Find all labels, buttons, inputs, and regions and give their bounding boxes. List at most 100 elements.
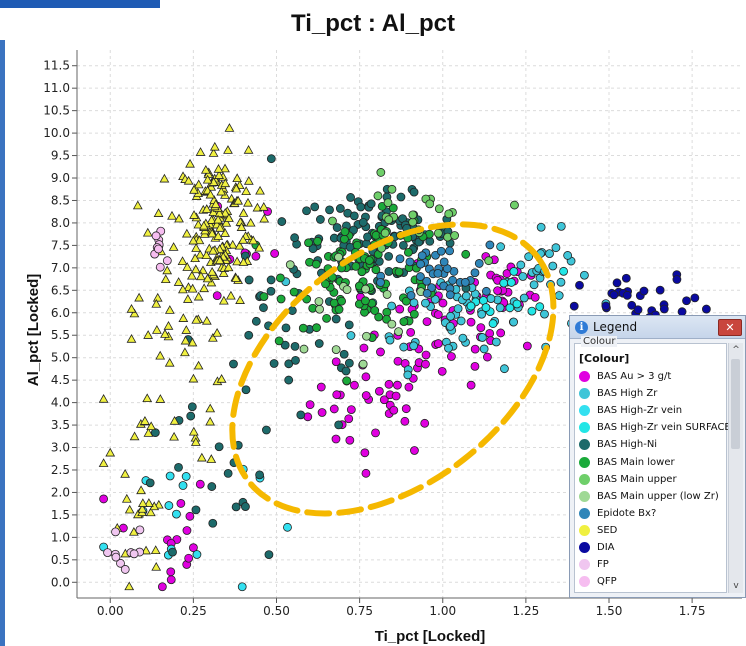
legend-item[interactable]: BAS Main lower: [579, 453, 724, 470]
data-point: [401, 296, 411, 306]
data-point: [191, 505, 201, 515]
data-point: [406, 328, 416, 337]
data-point: [189, 543, 198, 553]
data-point: [220, 207, 231, 217]
legend-swatch: [579, 559, 590, 571]
data-point: [183, 175, 194, 185]
legend-item[interactable]: SED: [579, 522, 724, 539]
data-point: [325, 205, 334, 215]
data-point: [185, 511, 195, 521]
data-point: [223, 469, 233, 478]
legend-item[interactable]: BAS Main upper: [579, 471, 724, 488]
data-point: [400, 416, 410, 426]
data-point: [350, 380, 359, 390]
data-point: [352, 240, 362, 250]
y-tick-label: 11.0: [43, 81, 70, 95]
data-point: [184, 553, 194, 563]
data-point: [409, 309, 419, 319]
data-point: [344, 320, 354, 330]
data-point: [202, 174, 213, 184]
x-tick-label: 1.75: [679, 604, 706, 618]
data-point: [437, 366, 447, 376]
legend-item[interactable]: Epidote Bx?: [579, 505, 724, 522]
data-point: [358, 217, 368, 227]
data-point: [446, 311, 455, 321]
scroll-up-icon[interactable]: ^: [732, 345, 740, 355]
scroll-thumb[interactable]: [731, 359, 740, 449]
data-point: [201, 250, 212, 259]
data-point: [285, 260, 295, 270]
data-point: [445, 246, 455, 256]
legend-swatch: [579, 576, 590, 588]
data-point: [439, 257, 449, 267]
legend-item[interactable]: BAS High-Zr vein: [579, 402, 724, 419]
legend-item[interactable]: QFP: [579, 573, 724, 590]
data-point: [366, 199, 376, 209]
y-tick-label: 3.5: [51, 418, 70, 432]
legend-item[interactable]: BAS Main upper (low Zr): [579, 488, 724, 505]
data-point: [509, 267, 519, 276]
x-tick-label: 1.00: [429, 604, 456, 618]
data-point: [505, 303, 515, 313]
data-point: [241, 385, 251, 395]
data-point: [180, 335, 191, 345]
data-point: [178, 313, 189, 322]
data-point: [180, 347, 190, 357]
data-point: [342, 285, 352, 294]
axes: 0.00 0.25 0.50 0.75 1.00 1.25 1.50 1.75 0.0 0.5 1.…: [43, 50, 742, 618]
data-point: [224, 213, 234, 222]
data-point: [144, 498, 154, 507]
legend-item[interactable]: BAS High-Zr vein SURFACE: [579, 419, 731, 436]
legend-item[interactable]: DIA: [579, 539, 724, 556]
info-icon: i: [575, 320, 588, 334]
data-point: [445, 322, 455, 331]
data-point: [121, 493, 132, 503]
legend-item-label: BAS Main upper: [597, 473, 677, 485]
data-point: [304, 238, 313, 248]
data-point: [153, 208, 164, 217]
legend-item[interactable]: BAS Au > 3 g/t: [579, 368, 724, 385]
data-point: [205, 416, 216, 426]
data-point: [341, 366, 351, 376]
data-point: [208, 518, 218, 528]
data-point: [399, 342, 409, 352]
data-point: [151, 561, 162, 571]
data-point: [485, 240, 495, 250]
legend-scrollbar[interactable]: ^ v: [728, 343, 743, 593]
data-point: [422, 276, 432, 286]
y-tick-label: 4.0: [51, 396, 70, 410]
data-point: [289, 287, 299, 297]
data-point: [332, 390, 342, 400]
legend-swatch: [579, 422, 590, 434]
data-point: [308, 244, 318, 254]
data-point: [516, 260, 526, 270]
header-edge: [0, 0, 160, 8]
data-point: [182, 526, 192, 535]
data-point: [232, 256, 243, 266]
data-point: [181, 228, 192, 238]
scroll-down-icon[interactable]: v: [733, 581, 739, 591]
data-point: [314, 339, 324, 348]
data-point: [559, 266, 568, 276]
close-icon[interactable]: ✕: [718, 319, 742, 336]
data-point: [193, 360, 204, 370]
data-point: [188, 426, 199, 436]
legend-item[interactable]: BAS High-Ni: [579, 436, 724, 453]
data-point: [165, 471, 175, 481]
legend-swatch: [579, 388, 590, 400]
legend-item[interactable]: FP: [579, 556, 724, 573]
data-point: [358, 359, 368, 369]
x-tick-label: 1.25: [513, 604, 540, 618]
data-point: [145, 478, 155, 488]
data-point: [214, 170, 224, 179]
legend-titlebar[interactable]: i Legend: [570, 316, 745, 339]
data-point: [188, 235, 199, 245]
data-point: [238, 257, 249, 266]
legend-window[interactable]: i Legend ✕ Colour [Colour] BAS Au > 3 g/…: [569, 315, 746, 598]
legend-item[interactable]: BAS High Zr: [579, 385, 724, 402]
data-point: [339, 234, 349, 244]
y-tick-label: 2.0: [51, 485, 70, 499]
data-point: [168, 547, 177, 557]
legend-item-label: QFP: [597, 576, 617, 588]
data-point: [245, 217, 256, 227]
